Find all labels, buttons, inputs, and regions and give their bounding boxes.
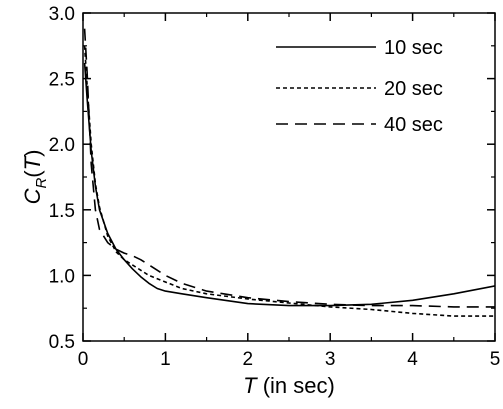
x-tick-label: 0 — [78, 349, 89, 370]
x-tick-label: 3 — [325, 349, 336, 370]
y-tick-label: 1.0 — [49, 266, 75, 287]
legend-label-2: 40 sec — [384, 114, 443, 136]
x-tick-label: 4 — [407, 349, 418, 370]
legend-label-0: 10 sec — [384, 37, 443, 59]
x-axis-symbol: T — [243, 373, 258, 398]
x-tick-label: 5 — [490, 349, 501, 370]
y-tick-label: 2.0 — [49, 135, 75, 156]
legend-label-1: 20 sec — [384, 78, 443, 100]
y-axis-title: CR(T) — [20, 150, 50, 205]
y-tick-label: 0.5 — [49, 332, 75, 353]
y-axis-subscript: R — [33, 178, 50, 189]
x-tick-label: 2 — [243, 349, 254, 370]
y-axis-symbol: C — [20, 188, 45, 204]
y-tick-label: 2.5 — [49, 70, 75, 91]
series-line-1 — [83, 45, 495, 317]
y-tick-label: 3.0 — [49, 4, 75, 25]
series-line-0 — [83, 62, 495, 307]
y-tick-label: 1.5 — [49, 201, 75, 222]
x-axis-unit: (in sec) — [257, 373, 335, 398]
legend: 10 sec 20 sec 40 sec — [276, 37, 443, 136]
plot-frame — [82, 12, 496, 342]
x-tick-label: 1 — [160, 349, 171, 370]
y-axis-argument: T — [20, 155, 45, 170]
axis-ticks: 0 1 2 3 4 5 0.5 1.0 1.5 2.0 2.5 3.0 — [49, 4, 501, 370]
series-line-2 — [83, 28, 495, 308]
y-axis-open-paren: ( — [20, 170, 45, 178]
x-axis-title: T (in sec) — [243, 373, 335, 398]
series-group — [83, 28, 495, 317]
y-axis-close-paren: ) — [20, 150, 45, 157]
